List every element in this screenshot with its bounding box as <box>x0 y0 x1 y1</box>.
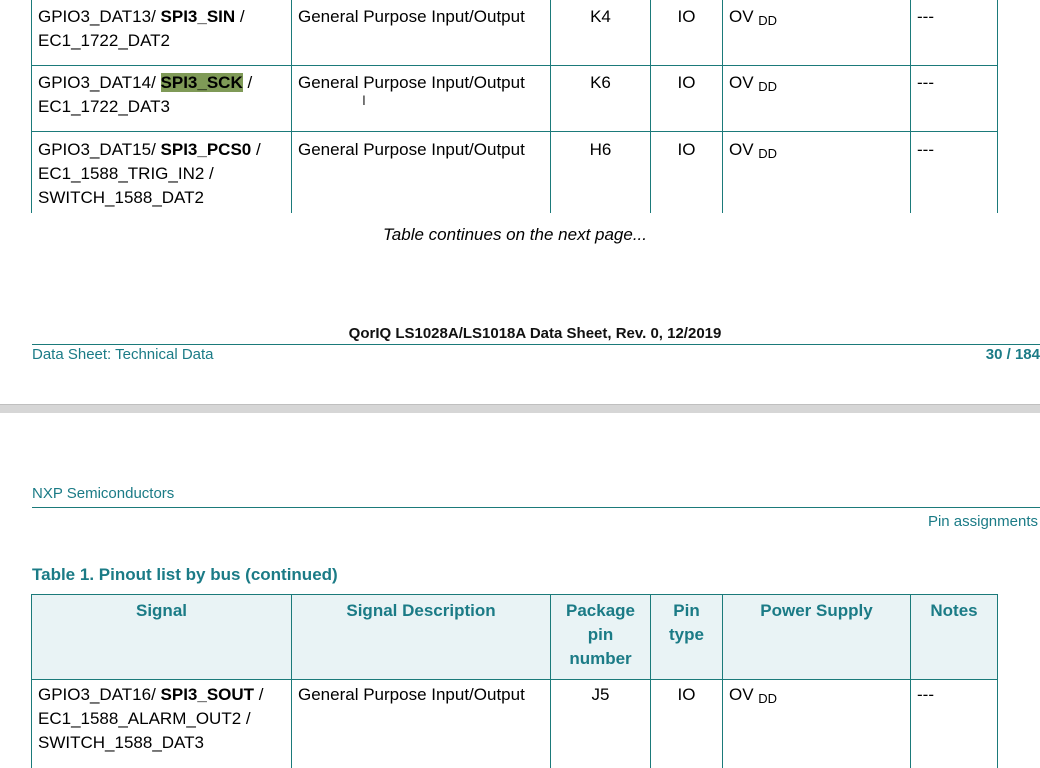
pin-type-cell[interactable]: IO <box>650 679 723 768</box>
power-supply-cell[interactable]: OV DD <box>722 0 911 66</box>
pin-type-cell[interactable]: IO <box>650 131 723 213</box>
text-cursor-icon: I <box>362 92 366 108</box>
description-cell[interactable]: General Purpose Input/Output <box>291 65 551 132</box>
footer-rule <box>32 344 1040 345</box>
page-number: 30 / 184 <box>985 346 1040 363</box>
document-title-footer: QorIQ LS1028A/LS1018A Data Sheet, Rev. 0… <box>348 325 722 342</box>
table-row: GPIO3_DAT15/ SPI3_PCS0 / EC1_1588_TRIG_I… <box>31 131 998 213</box>
company-header: NXP Semiconductors <box>32 485 175 502</box>
notes-cell[interactable]: --- <box>910 679 998 768</box>
package-pin-cell[interactable]: J5 <box>550 679 651 768</box>
pinout-table-continued-top: GPIO3_DAT13/ SPI3_SIN / EC1_1722_DAT2 Ge… <box>31 0 998 213</box>
pdf-page-30: GPIO3_DAT13/ SPI3_SIN / EC1_1722_DAT2 Ge… <box>31 0 1040 363</box>
table-caption: Table 1. Pinout list by bus (continued) <box>32 565 338 584</box>
notes-cell[interactable]: --- <box>910 65 998 132</box>
header-power-supply: Power Supply <box>722 594 911 680</box>
header-notes: Notes <box>910 594 998 680</box>
signal-cell[interactable]: GPIO3_DAT16/ SPI3_SOUT / EC1_1588_ALARM_… <box>31 679 292 768</box>
table-row: GPIO3_DAT16/ SPI3_SOUT / EC1_1588_ALARM_… <box>31 679 998 768</box>
table-header-row: Signal Signal Description Package pin nu… <box>31 594 998 680</box>
signal-cell[interactable]: GPIO3_DAT15/ SPI3_PCS0 / EC1_1588_TRIG_I… <box>31 131 292 213</box>
package-pin-cell[interactable]: K6 <box>550 65 651 132</box>
header-pin-type: Pin type <box>650 594 723 680</box>
package-pin-cell[interactable]: H6 <box>550 131 651 213</box>
notes-cell[interactable]: --- <box>910 131 998 213</box>
header-signal: Signal <box>31 594 292 680</box>
footer-doc-type: Data Sheet: Technical Data <box>32 346 214 363</box>
table-continuation-note: Table continues on the next page... <box>382 225 647 244</box>
pinout-table: Signal Signal Description Package pin nu… <box>31 594 998 768</box>
power-supply-cell[interactable]: OV DD <box>722 131 911 213</box>
notes-cell[interactable]: --- <box>910 0 998 66</box>
table-row: GPIO3_DAT13/ SPI3_SIN / EC1_1722_DAT2 Ge… <box>31 0 998 66</box>
power-supply-cell[interactable]: OV DD <box>722 679 911 768</box>
table-row: GPIO3_DAT14/ SPI3_SCK / EC1_1722_DAT3 Ge… <box>31 65 998 132</box>
power-supply-cell[interactable]: OV DD <box>722 65 911 132</box>
header-package-pin-number: Package pin number <box>550 594 651 680</box>
header-rule <box>32 507 1040 508</box>
search-highlight[interactable]: SPI3_SCK <box>160 73 243 92</box>
pin-type-cell[interactable]: IO <box>650 0 723 66</box>
signal-cell[interactable]: GPIO3_DAT13/ SPI3_SIN / EC1_1722_DAT2 <box>31 0 292 66</box>
signal-cell[interactable]: GPIO3_DAT14/ SPI3_SCK / EC1_1722_DAT3 <box>31 65 292 132</box>
header-signal-description: Signal Description <box>291 594 551 680</box>
pdf-page-31: NXP Semiconductors Pin assignments Table… <box>0 413 1040 768</box>
description-cell[interactable]: General Purpose Input/Output <box>291 131 551 213</box>
description-cell[interactable]: General Purpose Input/Output <box>291 679 551 768</box>
section-header: Pin assignments <box>927 513 1038 530</box>
description-cell[interactable]: General Purpose Input/Output <box>291 0 551 66</box>
package-pin-cell[interactable]: K4 <box>550 0 651 66</box>
pin-type-cell[interactable]: IO <box>650 65 723 132</box>
